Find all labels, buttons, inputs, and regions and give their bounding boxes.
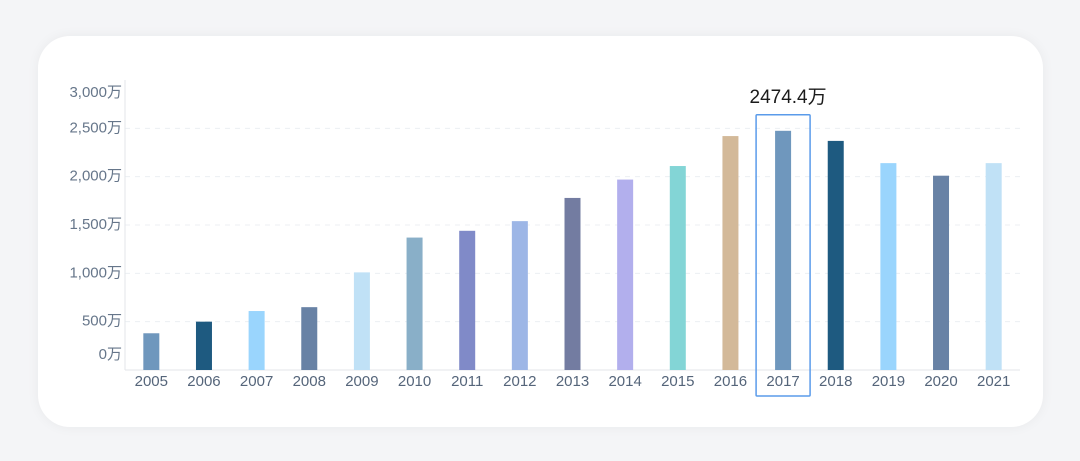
bar-2009[interactable]: [353, 272, 370, 370]
x-tick-label-2016: 2016: [714, 373, 747, 390]
x-tick-label-2018: 2018: [819, 373, 852, 390]
value-label: 2474.4万: [750, 87, 827, 108]
bars: [143, 130, 1002, 370]
x-axis: 2005 2006 2007 2008 2009 2010 2011 2012 2013 2014…: [135, 373, 1011, 390]
x-tick-label-2005: 2005: [135, 373, 168, 390]
x-tick-label-2007: 2007: [240, 373, 273, 390]
x-tick-label-2014: 2014: [608, 373, 641, 390]
bar-2007[interactable]: [248, 311, 265, 370]
bar-2017[interactable]: [775, 130, 792, 370]
bar-2014[interactable]: [617, 179, 634, 370]
bar-2013[interactable]: [564, 197, 581, 370]
bar-2005[interactable]: [143, 333, 160, 370]
x-tick-label-2010: 2010: [398, 373, 431, 390]
x-tick-label-2009: 2009: [345, 373, 378, 390]
bar-2010[interactable]: [406, 237, 423, 370]
x-tick-label-2020: 2020: [924, 373, 957, 390]
x-tick-label-2008: 2008: [293, 373, 326, 390]
y-tick-label: 1,500万: [69, 216, 122, 233]
bar-2011[interactable]: [459, 230, 476, 370]
bar-2020[interactable]: [933, 175, 950, 370]
x-tick-label-2006: 2006: [187, 373, 220, 390]
y-tick-label: 3,000万: [69, 84, 122, 101]
x-tick-label-2021: 2021: [977, 373, 1010, 390]
bar-2006[interactable]: [195, 321, 212, 370]
x-tick-label-2012: 2012: [503, 373, 536, 390]
bar-2021[interactable]: [985, 163, 1002, 370]
y-tick-label: 2,000万: [69, 168, 122, 185]
y-tick-label: 500万: [82, 313, 122, 330]
x-tick-label-2019: 2019: [872, 373, 905, 390]
bar-2019[interactable]: [880, 163, 897, 370]
x-tick-label-2015: 2015: [661, 373, 694, 390]
x-tick-label-2013: 2013: [556, 373, 589, 390]
bar-2012[interactable]: [511, 221, 528, 370]
y-tick-label: 0万: [99, 346, 122, 363]
x-tick-label-2011: 2011: [451, 373, 483, 390]
y-axis: 0万 500万 1,000万 1,500万 2,000万 2,500万 3,000万: [69, 84, 122, 363]
y-tick-label: 2,500万: [69, 119, 122, 136]
bar-2015[interactable]: [669, 166, 686, 370]
y-tick-label: 1,000万: [69, 264, 122, 281]
bar-2016[interactable]: [722, 136, 739, 370]
bar-2018[interactable]: [827, 140, 844, 370]
bar-2008[interactable]: [301, 307, 318, 370]
x-tick-label-2017: 2017: [766, 373, 799, 390]
highlight-frame: [755, 114, 811, 397]
